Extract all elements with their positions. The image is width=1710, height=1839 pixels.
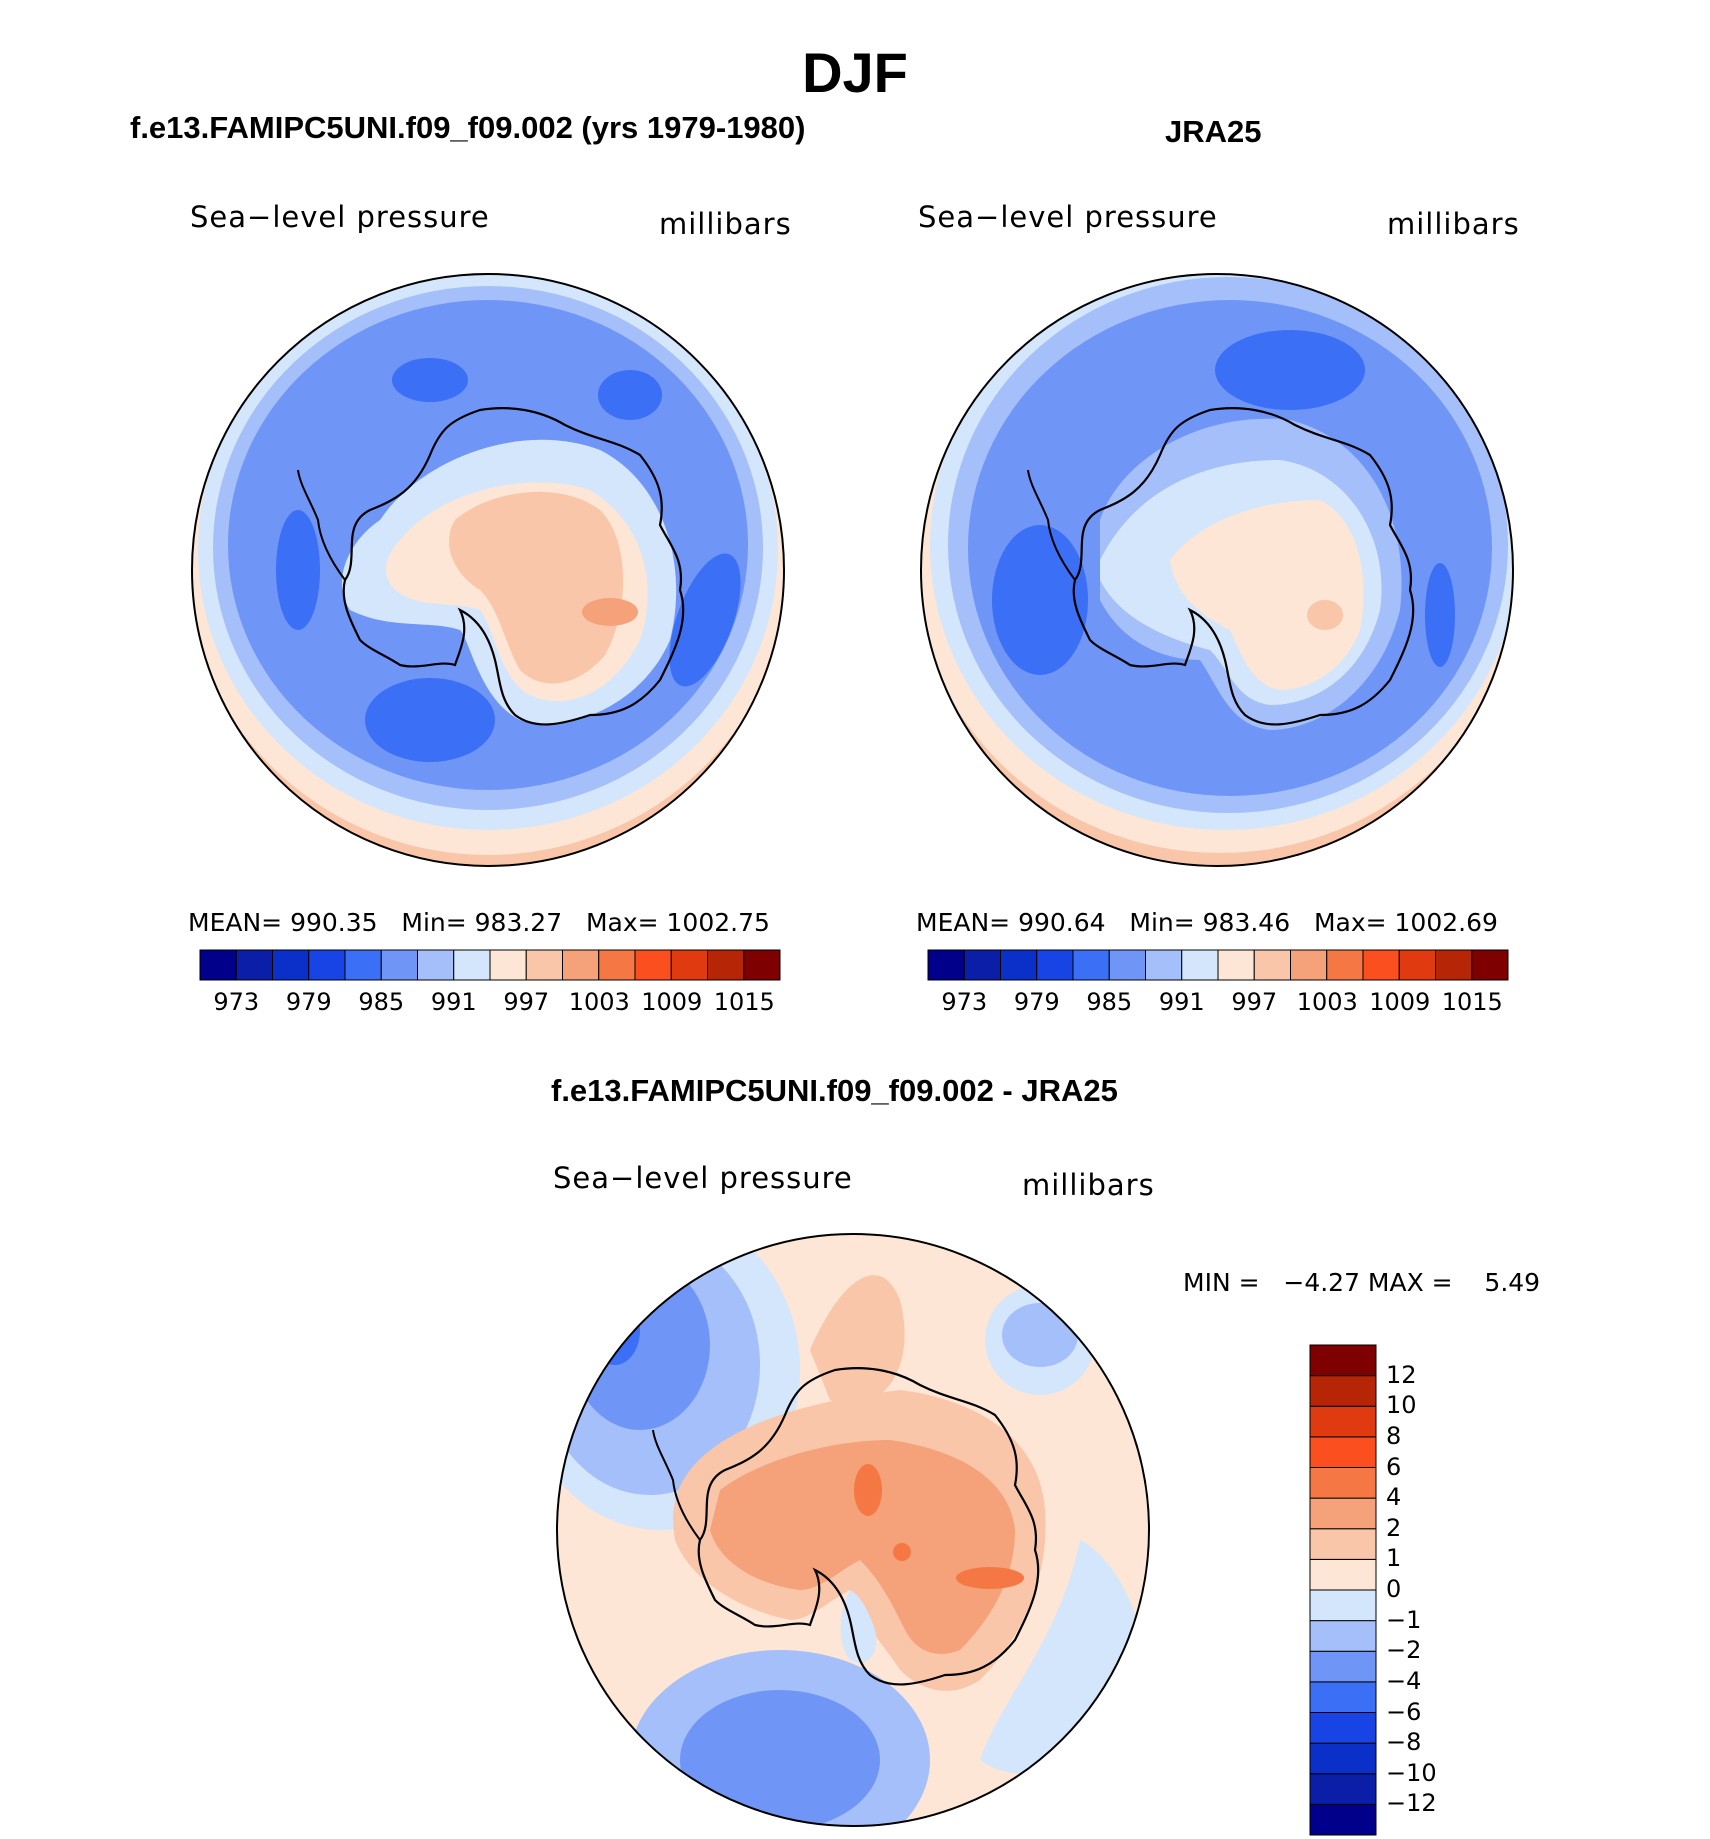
panel-diff-colorbar (1309, 1344, 1377, 1836)
panel-obs-colorbar-bin (1000, 949, 1038, 981)
panel-diff-colorbar-bin (1309, 1589, 1377, 1622)
panel-diff-colorbar-bin (1309, 1436, 1377, 1468)
panel-model-colorbar-bin (272, 949, 310, 981)
panel-model-colorbar-tick-label: 973 (213, 988, 260, 1016)
panel-diff-colorbar-bin (1309, 1375, 1377, 1407)
panel-model-colorbar-bin (743, 949, 781, 981)
panel-obs-variable-label: Sea−level pressure (918, 200, 1218, 234)
panel-diff-colorbar-tick-label: 10 (1386, 1391, 1417, 1420)
panel-model-units-label: millibars (659, 207, 792, 241)
panel-diff-colorbar-bin (1309, 1650, 1377, 1683)
panel-obs-colorbar-bin (1253, 949, 1291, 981)
panel-diff-colorbar-bin (1309, 1558, 1377, 1591)
panel-obs-colorbar-tick-label: 973 (941, 988, 988, 1016)
panel-obs-colorbar-bin (1326, 949, 1364, 981)
panel-diff-colorbar-tick-label: 6 (1386, 1452, 1402, 1481)
panel-model-colorbar-bin (489, 949, 527, 981)
panel-obs-colorbar-bin (1217, 949, 1255, 981)
panel-diff-colorbar-tick-label: 12 (1386, 1360, 1417, 1389)
panel-diff-stats: MIN = −4.27 MAX = 5.49 (1183, 1268, 1541, 1297)
panel-obs-colorbar-bin (1036, 949, 1074, 981)
panel-model-colorbar-bin (308, 949, 346, 981)
panel-diff-colorbar-bin (1309, 1467, 1377, 1499)
panel-diff-coastline (697, 1367, 1040, 1686)
panel-diff-colorbar-bin (1309, 1344, 1377, 1377)
panel-obs-header: JRA25 (1165, 114, 1262, 149)
panel-diff-colorbar-bin (1309, 1620, 1377, 1652)
panel-diff-colorbar-tick-label: 1 (1386, 1544, 1402, 1573)
panel-model-variable-label: Sea−level pressure (190, 200, 490, 234)
panel-obs-units-label: millibars (1387, 207, 1520, 241)
panel-obs-colorbar-bin (963, 949, 1001, 981)
panel-obs-colorbar-bin (1072, 949, 1110, 981)
panel-obs-stats: MEAN= 990.64 Min= 983.46 Max= 1002.69 (916, 908, 1498, 937)
panel-obs-colorbar-tick-label: 1003 (1296, 988, 1358, 1016)
panel-diff-colorbar-bin (1309, 1742, 1377, 1775)
panel-model-stats: MEAN= 990.35 Min= 983.27 Max= 1002.75 (188, 908, 770, 937)
panel-model-colorbar-bin (417, 949, 455, 981)
panel-obs-colorbar-bin (1290, 949, 1328, 981)
panel-obs-colorbar-bin (1398, 949, 1436, 981)
panel-diff-units-label: millibars (1022, 1168, 1155, 1202)
panel-model-colorbar-bin (670, 949, 708, 981)
panel-obs-colorbar-tick-label: 991 (1158, 988, 1205, 1016)
panel-diff-colorbar-bin (1309, 1405, 1377, 1438)
panel-model-colorbar-tick-label: 1009 (641, 988, 703, 1016)
panel-obs-colorbar-bin (1145, 949, 1183, 981)
panel-obs-colorbar-bin (1181, 949, 1219, 981)
panel-model-colorbar-bin (453, 949, 491, 981)
panel-diff-colorbar-bin (1309, 1497, 1377, 1530)
panel-model-colorbar-bin (199, 949, 237, 981)
panel-model-colorbar-tick-label: 1003 (568, 988, 630, 1016)
panel-obs-colorbar-bin (1471, 949, 1509, 981)
panel-diff-colorbar-tick-label: −2 (1386, 1636, 1422, 1665)
panel-diff-colorbar-tick-label: 2 (1386, 1513, 1402, 1542)
panel-model-colorbar-bin (525, 949, 563, 981)
panel-obs-colorbar-tick-label: 1015 (1441, 988, 1503, 1016)
panel-model-colorbar (199, 949, 781, 981)
panel-diff-colorbar-bin (1309, 1773, 1377, 1805)
panel-diff-colorbar-bin (1309, 1803, 1377, 1836)
panel-model-coastline (342, 407, 685, 726)
panel-obs-colorbar-bin (927, 949, 965, 981)
panel-obs-colorbar-tick-label: 979 (1013, 988, 1060, 1016)
panel-model-colorbar-tick-label: 991 (430, 988, 477, 1016)
panel-model-colorbar-tick-label: 1015 (713, 988, 775, 1016)
panel-diff-colorbar-tick-label: −1 (1386, 1605, 1422, 1634)
panel-model-colorbar-tick-label: 979 (285, 988, 332, 1016)
panel-model-header: f.e13.FAMIPC5UNI.f09_f09.002 (yrs 1979-1… (130, 110, 806, 145)
panel-diff-colorbar-bin (1309, 1712, 1377, 1744)
panel-diff-colorbar-tick-label: 0 (1386, 1575, 1402, 1603)
panel-model-colorbar-tick-label: 997 (503, 988, 550, 1016)
panel-obs-colorbar-bin (1435, 949, 1473, 981)
panel-obs-colorbar-tick-label: 985 (1086, 988, 1133, 1016)
panel-obs-coastline (1072, 407, 1415, 726)
panel-diff-colorbar-bin (1309, 1681, 1377, 1713)
panel-model-colorbar-bin (380, 949, 418, 981)
panel-diff-header: f.e13.FAMIPC5UNI.f09_f09.002 - JRA25 (551, 1073, 1118, 1108)
panel-diff-variable-label: Sea−level pressure (553, 1161, 853, 1195)
panel-obs-colorbar (927, 949, 1509, 981)
panel-model-colorbar-tick-label: 985 (358, 988, 405, 1016)
panel-diff-colorbar-tick-label: −6 (1386, 1697, 1422, 1726)
panel-obs-colorbar-tick-label: 1009 (1369, 988, 1431, 1016)
figure-title: DJF (802, 41, 908, 104)
panel-diff-colorbar-tick-label: 4 (1386, 1483, 1402, 1512)
panel-model-colorbar-bin (598, 949, 636, 981)
panel-diff-colorbar-tick-label: 8 (1386, 1421, 1402, 1450)
panel-diff-colorbar-tick-label: −12 (1386, 1789, 1437, 1818)
panel-diff-colorbar-tick-label: −8 (1386, 1728, 1422, 1757)
panel-diff-colorbar-tick-label: −4 (1386, 1666, 1422, 1695)
panel-model-colorbar-bin (707, 949, 745, 981)
panel-obs-colorbar-tick-label: 997 (1231, 988, 1278, 1016)
panel-diff-colorbar-bin (1309, 1528, 1377, 1560)
panel-diff-colorbar-tick-label: −10 (1386, 1758, 1437, 1787)
